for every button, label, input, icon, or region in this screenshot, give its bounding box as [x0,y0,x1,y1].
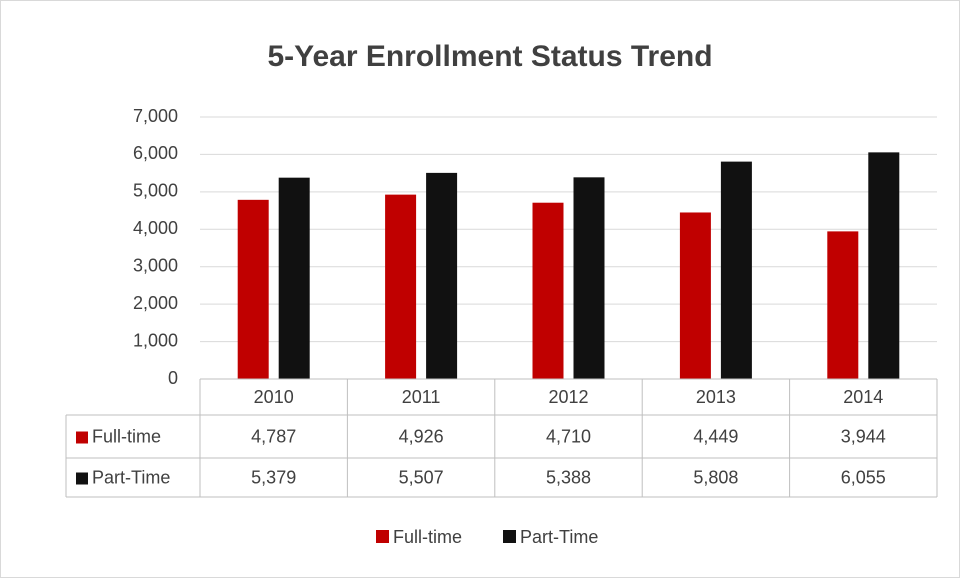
bar [868,152,900,379]
table-legend-key [76,431,88,444]
table-cell: 4,449 [693,426,738,446]
chart-title: 5-Year Enrollment Status Trend [267,40,712,73]
x-tick-label: 2010 [254,387,294,407]
table-cell: 5,379 [251,467,296,487]
y-tick-label: 4,000 [133,218,178,238]
y-tick-label: 6,000 [133,143,178,163]
bar [720,161,752,379]
table-cell: 6,055 [841,467,886,487]
x-tick-label: 2012 [548,387,588,407]
bar [237,199,269,379]
y-tick-label: 0 [168,368,178,388]
bar [385,194,417,379]
legend-label: Full-time [393,527,462,547]
table-cell: 3,944 [841,426,886,446]
table-row-label: Full-time [92,426,161,446]
table-cell: 5,388 [546,467,591,487]
x-tick-label: 2013 [696,387,736,407]
bar [278,177,310,379]
bar [426,172,458,379]
legend-key [503,530,516,543]
bar [679,212,711,379]
legend-label: Part-Time [520,527,598,547]
y-tick-label: 7,000 [133,106,178,126]
table-cell: 5,507 [399,467,444,487]
table-row-label: Part-Time [92,467,170,487]
legend-key [376,530,389,543]
bar [827,231,859,379]
y-tick-label: 5,000 [133,181,178,201]
table-cell: 5,808 [693,467,738,487]
x-tick-label: 2011 [402,387,441,407]
bar [573,177,605,379]
bar [532,202,564,379]
x-tick-label: 2014 [843,387,883,407]
table-cell: 4,710 [546,426,591,446]
y-tick-label: 3,000 [133,255,178,275]
table-cell: 4,787 [251,426,296,446]
table-cell: 4,926 [399,426,444,446]
table-legend-key [76,472,88,485]
y-tick-label: 1,000 [133,330,178,350]
y-tick-label: 2,000 [133,293,178,313]
